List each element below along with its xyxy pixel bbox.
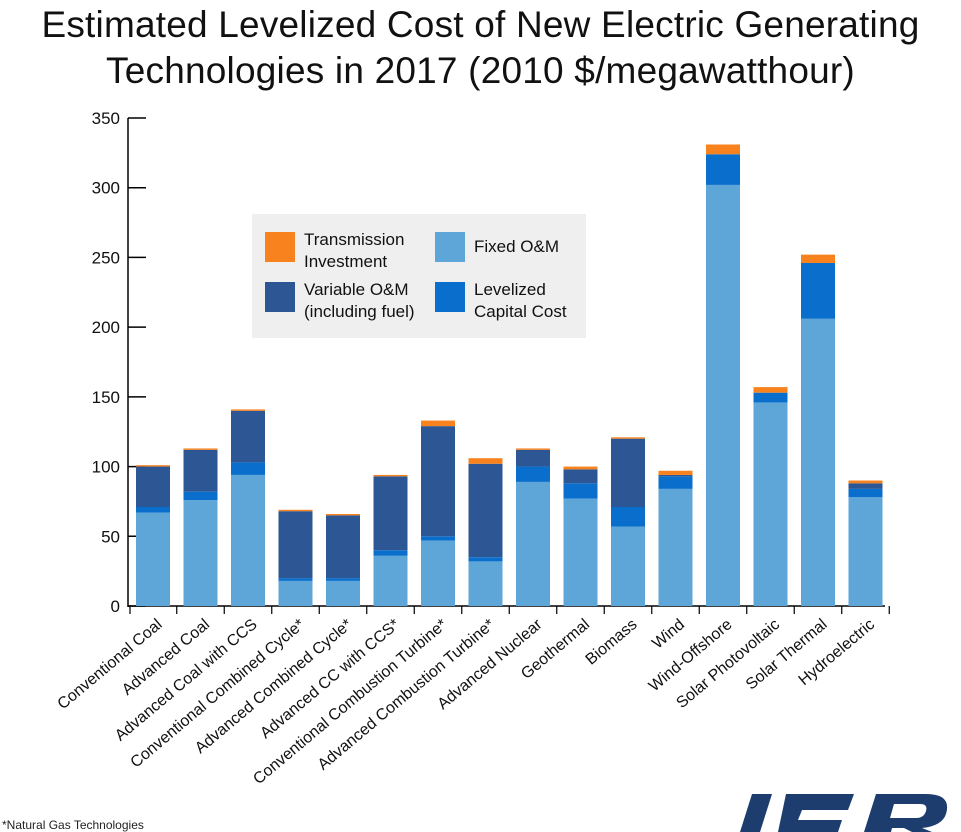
bar-segment (278, 511, 313, 579)
bar-segment (183, 500, 218, 606)
legend-swatch (265, 232, 295, 262)
bar-segment (563, 469, 598, 484)
bar-segment (468, 561, 503, 606)
chart-title-line-2: Technologies in 2017 (2010 $/megawatthou… (106, 50, 855, 91)
y-tick-label: 150 (92, 388, 120, 407)
bar-segment (658, 488, 693, 606)
bar-segment (183, 448, 218, 450)
bar-segment (611, 438, 645, 508)
chart-title: Estimated Levelized Cost of New Electric… (0, 2, 961, 94)
bar-segment (706, 184, 740, 606)
bar-segment (136, 507, 170, 513)
bar-segment (753, 392, 788, 403)
legend-label: Transmission (304, 230, 404, 249)
y-tick-label: 100 (92, 458, 120, 477)
bar-segment (183, 449, 218, 492)
legend-label: Capital Cost (474, 302, 567, 321)
bar-segment (183, 491, 218, 501)
bar-segment (231, 462, 265, 475)
bar-segment (326, 578, 360, 581)
bar-segment (516, 466, 550, 482)
bar-segment (231, 409, 265, 411)
bar-segment (468, 463, 503, 558)
bar-segment (231, 474, 265, 606)
bar-segment (136, 466, 170, 508)
bar-segment (373, 555, 408, 606)
bar-segment (373, 550, 408, 556)
bar-segment (231, 410, 265, 463)
legend-box (252, 214, 586, 338)
bar-segment (373, 476, 408, 551)
y-tick-label: 250 (92, 248, 120, 267)
y-tick-label: 50 (101, 527, 120, 546)
footnote: *Natural Gas Technologies (2, 818, 144, 832)
bar-segment (658, 474, 693, 477)
bar-segment (563, 466, 598, 470)
legend-label: Variable O&M (304, 280, 409, 299)
bar-segment (563, 483, 598, 499)
bar-segment (848, 497, 883, 606)
bar-segment (611, 526, 645, 606)
bar-segment (516, 449, 550, 467)
bar-segment (658, 476, 693, 489)
x-category-label: Biomass (583, 616, 641, 668)
bar-segment (421, 426, 455, 537)
bar-segment (848, 480, 883, 484)
bar-segment (658, 470, 693, 475)
bar-segment (753, 387, 788, 393)
bar-segment (801, 318, 835, 606)
bar-segment (421, 420, 455, 427)
bar-segment (801, 254, 835, 264)
legend-swatch (265, 282, 295, 312)
bar-segment (753, 402, 788, 606)
legend-label: (including fuel) (304, 302, 415, 321)
bar-segment (468, 557, 503, 562)
bar-segment (468, 458, 503, 464)
bar-segment (278, 580, 313, 606)
bar-segment (421, 540, 455, 606)
bar-segment (611, 507, 645, 527)
ier-logo (740, 794, 948, 832)
bar-segment (136, 465, 170, 467)
y-tick-label: 300 (92, 179, 120, 198)
y-tick-label: 350 (92, 109, 120, 128)
bar-segment (421, 536, 455, 541)
chart-title-line-1: Estimated Levelized Cost of New Electric… (41, 4, 920, 45)
y-tick-label: 200 (92, 318, 120, 337)
bar-segment (563, 498, 598, 606)
legend-label: Investment (304, 252, 387, 271)
legend-swatch (435, 232, 465, 262)
y-tick-label: 0 (111, 597, 120, 616)
bar-segment (326, 515, 360, 579)
x-category-label: Wind (649, 616, 688, 652)
bar-segment (611, 437, 645, 439)
bar-segment (373, 474, 408, 477)
bar-segment (278, 578, 313, 581)
bar-segment (326, 513, 360, 516)
bar-segment (706, 144, 740, 155)
legend-swatch (435, 282, 465, 312)
bar-segment (706, 154, 740, 185)
bar-segment (136, 512, 170, 606)
legend-label: Fixed O&M (474, 237, 559, 256)
legend-label: Levelized (474, 280, 546, 299)
bar-segment (516, 448, 550, 450)
bar-segment (326, 580, 360, 606)
bar-segment (801, 263, 835, 319)
x-category-label: Solar Thermal (743, 616, 831, 693)
bar-segment (848, 483, 883, 489)
bar-segment (848, 488, 883, 498)
bar-segment (278, 509, 313, 512)
bar-segment (516, 481, 550, 606)
